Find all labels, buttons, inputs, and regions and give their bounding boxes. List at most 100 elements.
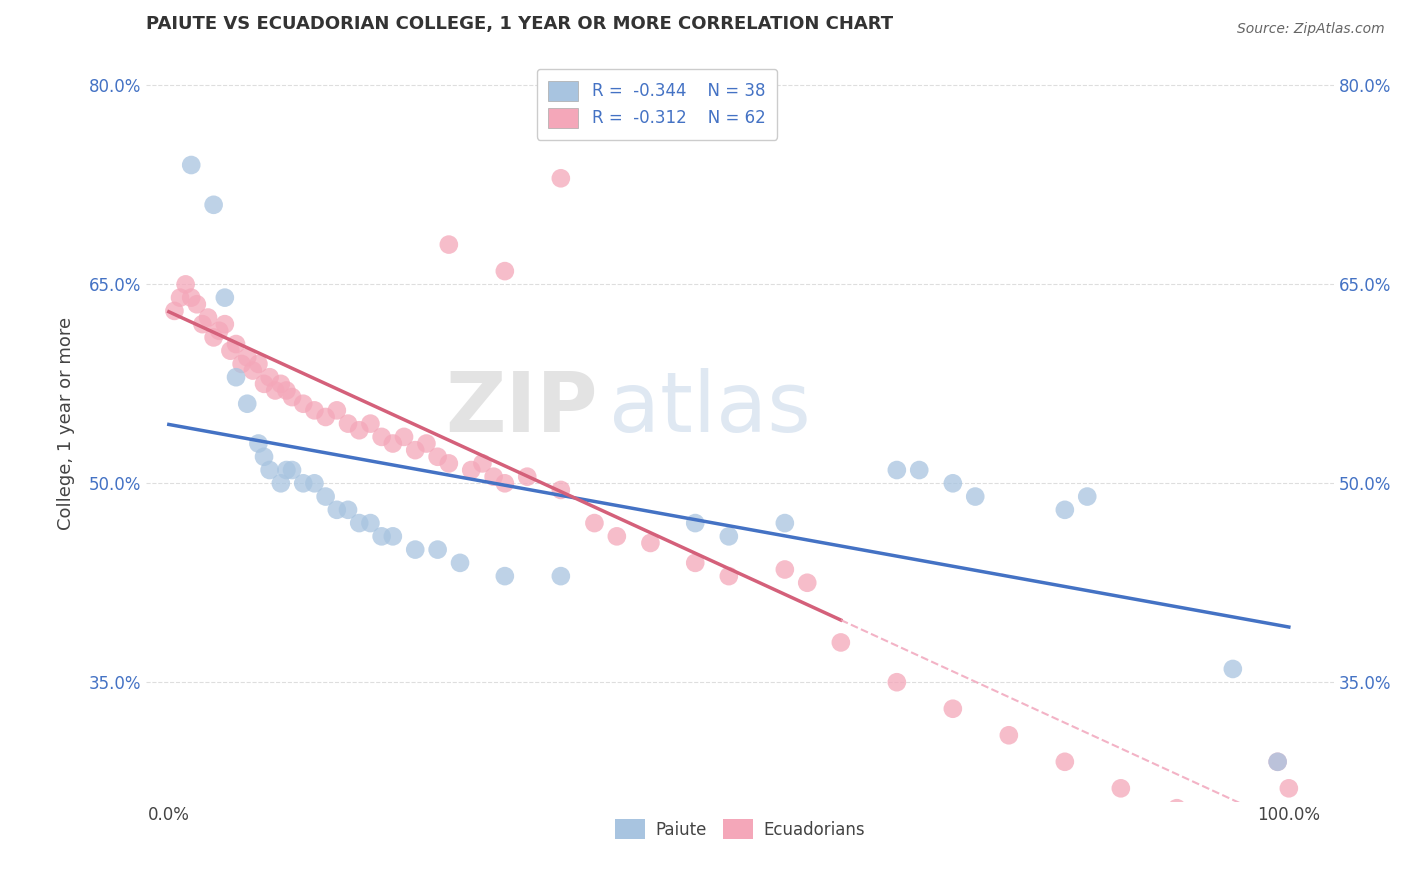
Point — [202, 198, 225, 212]
Point — [415, 436, 437, 450]
Point — [292, 476, 315, 491]
Point — [494, 264, 516, 278]
Point — [337, 417, 360, 431]
Point — [494, 569, 516, 583]
Point — [640, 536, 662, 550]
Point — [214, 291, 236, 305]
Point — [337, 503, 360, 517]
Point — [242, 363, 264, 377]
Point — [169, 291, 191, 305]
Text: atlas: atlas — [609, 368, 811, 449]
Point — [1053, 503, 1076, 517]
Point — [270, 476, 292, 491]
Point — [214, 317, 236, 331]
Point — [965, 490, 987, 504]
Point — [191, 317, 214, 331]
Point — [326, 503, 349, 517]
Point — [494, 476, 516, 491]
Point — [381, 436, 404, 450]
Point — [281, 390, 304, 404]
Point — [292, 397, 315, 411]
Point — [315, 490, 337, 504]
Point — [773, 562, 796, 576]
Point — [253, 376, 276, 391]
Point — [606, 529, 628, 543]
Point — [304, 403, 326, 417]
Point — [583, 516, 606, 530]
Point — [231, 357, 253, 371]
Point — [236, 397, 259, 411]
Point — [908, 463, 931, 477]
Point — [437, 457, 460, 471]
Point — [1076, 490, 1098, 504]
Point — [796, 575, 818, 590]
Text: PAIUTE VS ECUADORIAN COLLEGE, 1 YEAR OR MORE CORRELATION CHART: PAIUTE VS ECUADORIAN COLLEGE, 1 YEAR OR … — [146, 15, 894, 33]
Text: ZIP: ZIP — [446, 368, 598, 449]
Point — [264, 384, 287, 398]
Point — [886, 463, 908, 477]
Point — [276, 463, 298, 477]
Point — [253, 450, 276, 464]
Point — [202, 330, 225, 344]
Point — [1267, 755, 1289, 769]
Point — [259, 370, 281, 384]
Point — [276, 384, 298, 398]
Point — [304, 476, 326, 491]
Point — [482, 469, 505, 483]
Point — [236, 351, 259, 365]
Point — [163, 304, 186, 318]
Point — [174, 277, 197, 292]
Point — [426, 450, 449, 464]
Point — [247, 436, 270, 450]
Point — [326, 403, 349, 417]
Point — [347, 423, 370, 437]
Point — [180, 158, 202, 172]
Point — [1109, 781, 1132, 796]
Point — [1166, 801, 1188, 815]
Point — [1222, 662, 1244, 676]
Point — [830, 635, 852, 649]
Point — [550, 171, 572, 186]
Point — [281, 463, 304, 477]
Point — [471, 457, 494, 471]
Point — [225, 370, 247, 384]
Point — [550, 483, 572, 497]
Point — [942, 702, 965, 716]
Point — [717, 529, 740, 543]
Point — [270, 376, 292, 391]
Point — [247, 357, 270, 371]
Point — [219, 343, 242, 358]
Point — [392, 430, 415, 444]
Point — [773, 516, 796, 530]
Point — [315, 409, 337, 424]
Point — [516, 469, 538, 483]
Point — [998, 728, 1021, 742]
Point — [1278, 781, 1301, 796]
Point — [370, 430, 392, 444]
Point — [942, 476, 965, 491]
Text: Source: ZipAtlas.com: Source: ZipAtlas.com — [1237, 22, 1385, 37]
Y-axis label: College, 1 year or more: College, 1 year or more — [58, 317, 75, 530]
Legend: Paiute, Ecuadorians: Paiute, Ecuadorians — [609, 813, 872, 847]
Point — [886, 675, 908, 690]
Point — [683, 516, 706, 530]
Point — [208, 324, 231, 338]
Point — [186, 297, 208, 311]
Point — [550, 569, 572, 583]
Point — [1267, 755, 1289, 769]
Point — [347, 516, 370, 530]
Point — [197, 310, 219, 325]
Point — [381, 529, 404, 543]
Point — [404, 542, 426, 557]
Point — [460, 463, 482, 477]
Point — [1053, 755, 1076, 769]
Point — [437, 237, 460, 252]
Point — [225, 337, 247, 351]
Point — [426, 542, 449, 557]
Point — [359, 516, 381, 530]
Point — [683, 556, 706, 570]
Point — [259, 463, 281, 477]
Point — [359, 417, 381, 431]
Point — [1222, 821, 1244, 835]
Point — [449, 556, 471, 570]
